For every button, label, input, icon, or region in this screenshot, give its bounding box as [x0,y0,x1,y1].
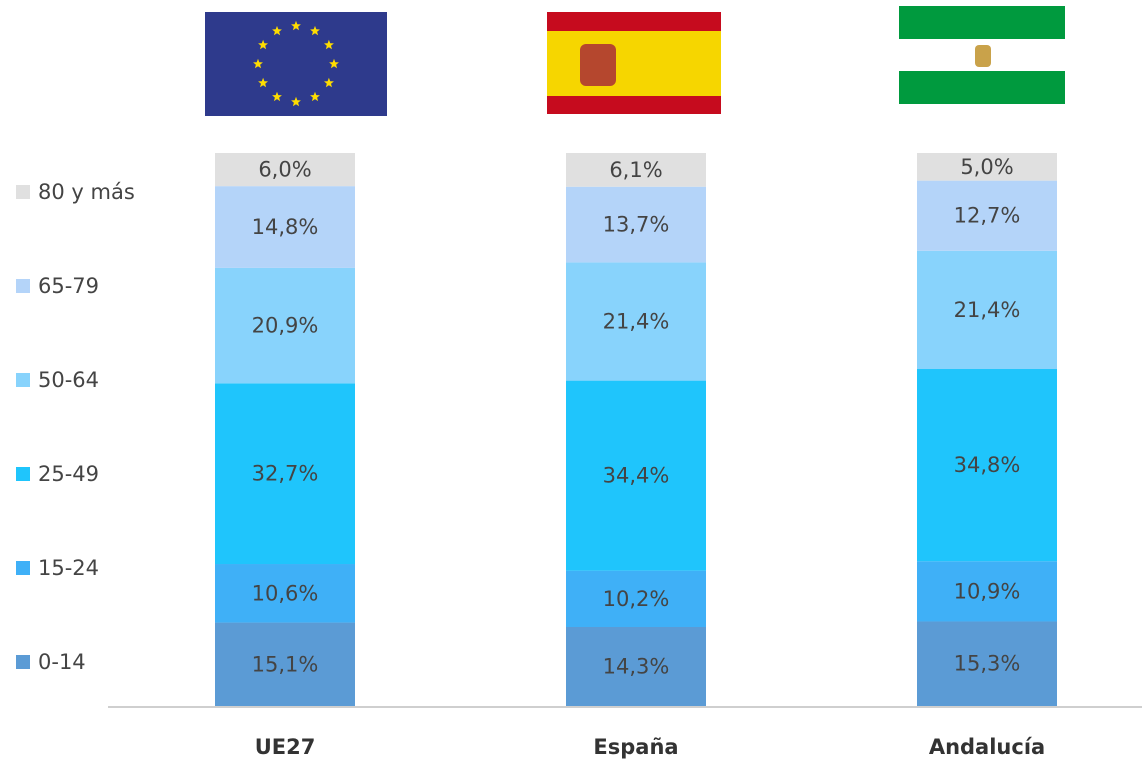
value-label: 6,1% [609,158,662,182]
bar-segment [566,380,706,571]
bar-segment [566,186,706,263]
star [324,77,334,88]
legend-swatch [16,467,30,481]
star [329,58,339,69]
star [291,20,301,31]
flag-eu [205,12,387,116]
legend-label: 65-79 [38,274,99,298]
bar-segment [917,621,1057,706]
value-label: 14,3% [603,655,670,679]
bar-segment [215,564,355,623]
bar-segment [215,383,355,565]
legend-label: 50-64 [38,368,99,392]
flag-emblem [975,45,991,67]
legend-label: 80 y más [38,180,135,204]
bar-segment [215,153,355,187]
bar-segment [917,369,1057,562]
bar-segment [917,153,1057,181]
bar-segment [917,180,1057,251]
star [258,77,268,88]
value-label: 12,7% [954,204,1021,228]
star [310,91,320,102]
bar-segment [215,622,355,706]
value-label: 15,3% [954,652,1021,676]
bar-segment [566,570,706,627]
flag-andalucia [899,6,1065,104]
legend-swatch [16,655,30,669]
bar-segment [566,262,706,381]
value-label: 21,4% [603,309,670,333]
star [253,58,263,69]
flag-stars [253,20,339,107]
bar-segment [566,627,706,706]
legend-swatch [16,279,30,293]
star [272,91,282,102]
star [324,39,334,50]
bar-segment [215,186,355,268]
legend-swatch [16,373,30,387]
value-label: 14,8% [252,215,319,239]
value-label: 10,6% [252,581,319,605]
legend-swatch [16,185,30,199]
value-label: 5,0% [960,155,1013,179]
legend-label: 25-49 [38,462,99,486]
value-label: 34,4% [603,464,670,488]
star [272,25,282,36]
flag-band [547,31,721,96]
flag-spain [547,12,721,114]
value-label: 13,7% [603,213,670,237]
value-label: 15,1% [252,652,319,676]
value-label: 6,0% [258,158,311,182]
value-label: 20,9% [252,314,319,338]
flag-emblem [580,44,616,86]
value-label: 34,8% [954,453,1021,477]
value-label: 32,7% [252,462,319,486]
legend-label: 0-14 [38,650,86,674]
bar-segment [215,267,355,384]
value-label: 21,4% [954,298,1021,322]
star [258,39,268,50]
legend-swatch [16,561,30,575]
bar-segment [917,561,1057,622]
x-tick-label: UE27 [255,735,316,759]
value-label: 10,2% [603,587,670,611]
x-tick-label: España [593,735,678,759]
x-tick-label: Andalucía [929,735,1045,759]
star [291,96,301,107]
value-label: 10,9% [954,579,1021,603]
bar-segment [917,250,1057,370]
star [310,25,320,36]
bar-segment [566,153,706,187]
legend-label: 15-24 [38,556,99,580]
